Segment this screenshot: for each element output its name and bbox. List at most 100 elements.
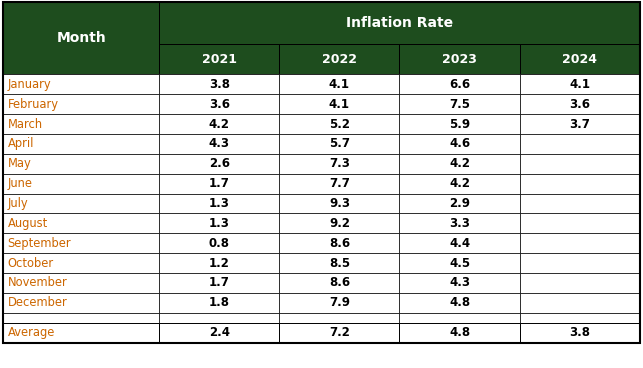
Text: April: April <box>8 137 34 151</box>
Bar <box>159 313 279 323</box>
Text: 3.8: 3.8 <box>209 78 230 91</box>
Bar <box>3 134 159 154</box>
Bar <box>3 213 159 233</box>
Text: 2.4: 2.4 <box>209 326 230 339</box>
Bar <box>159 293 279 313</box>
Text: 5.9: 5.9 <box>449 117 470 131</box>
Bar <box>279 174 399 194</box>
Bar <box>3 233 159 253</box>
Text: 4.3: 4.3 <box>209 137 230 151</box>
Text: 1.2: 1.2 <box>209 256 230 270</box>
Bar <box>520 213 640 233</box>
Bar <box>3 323 159 343</box>
Bar <box>399 154 520 174</box>
Bar <box>520 74 640 94</box>
Bar <box>159 174 279 194</box>
Bar <box>520 233 640 253</box>
Bar <box>520 253 640 273</box>
Text: 1.7: 1.7 <box>209 177 230 190</box>
Text: 7.2: 7.2 <box>329 326 350 339</box>
Bar <box>520 313 640 323</box>
Text: 4.6: 4.6 <box>449 137 470 151</box>
Text: 7.7: 7.7 <box>329 177 350 190</box>
Text: February: February <box>8 98 59 111</box>
Text: 4.2: 4.2 <box>449 177 470 190</box>
Bar <box>399 233 520 253</box>
Bar <box>3 273 159 293</box>
Text: 2.9: 2.9 <box>449 197 470 210</box>
Text: 5.2: 5.2 <box>329 117 350 131</box>
Bar <box>279 44 399 74</box>
Bar <box>3 194 159 213</box>
Bar <box>399 44 520 74</box>
Bar <box>279 74 399 94</box>
Bar <box>399 94 520 114</box>
Bar <box>279 233 399 253</box>
Bar <box>159 2 640 44</box>
Bar <box>399 253 520 273</box>
Bar <box>159 323 279 343</box>
Text: 7.5: 7.5 <box>449 98 470 111</box>
Text: 7.9: 7.9 <box>329 296 350 309</box>
Text: October: October <box>8 256 54 270</box>
Text: 3.7: 3.7 <box>569 117 590 131</box>
Bar <box>279 323 399 343</box>
Text: 5.7: 5.7 <box>329 137 350 151</box>
Bar <box>159 94 279 114</box>
Bar <box>3 74 159 94</box>
Text: 2022: 2022 <box>322 53 357 66</box>
Bar <box>3 253 159 273</box>
Bar <box>520 323 640 343</box>
Text: December: December <box>8 296 68 309</box>
Bar <box>3 174 159 194</box>
Text: Month: Month <box>57 31 106 45</box>
Bar <box>279 94 399 114</box>
Bar <box>279 154 399 174</box>
Text: 9.3: 9.3 <box>329 197 350 210</box>
Text: 3.6: 3.6 <box>209 98 230 111</box>
Bar <box>399 323 520 343</box>
Text: June: June <box>8 177 33 190</box>
Bar <box>520 134 640 154</box>
Text: 8.6: 8.6 <box>329 276 350 290</box>
Text: 1.7: 1.7 <box>209 276 230 290</box>
Bar <box>520 44 640 74</box>
Bar <box>520 114 640 134</box>
Bar <box>520 273 640 293</box>
Text: March: March <box>8 117 43 131</box>
Bar <box>399 174 520 194</box>
Text: 4.1: 4.1 <box>569 78 590 91</box>
Text: 8.5: 8.5 <box>329 256 350 270</box>
Text: 3.3: 3.3 <box>449 217 470 230</box>
Bar <box>399 293 520 313</box>
Bar <box>3 154 159 174</box>
Text: Average: Average <box>8 326 55 339</box>
Bar <box>3 94 159 114</box>
Text: 4.4: 4.4 <box>449 237 470 250</box>
Bar <box>159 134 279 154</box>
Bar <box>520 194 640 213</box>
Bar <box>279 293 399 313</box>
Text: 4.3: 4.3 <box>449 276 470 290</box>
Text: 1.3: 1.3 <box>209 197 230 210</box>
Text: 6.6: 6.6 <box>449 78 470 91</box>
Bar <box>159 114 279 134</box>
Bar <box>279 194 399 213</box>
Bar <box>520 293 640 313</box>
Bar <box>279 313 399 323</box>
Text: 2023: 2023 <box>442 53 477 66</box>
Bar <box>279 114 399 134</box>
Text: 4.2: 4.2 <box>209 117 230 131</box>
Text: 2.6: 2.6 <box>209 157 230 170</box>
Bar <box>399 134 520 154</box>
Bar <box>159 233 279 253</box>
Text: May: May <box>8 157 32 170</box>
Bar <box>399 194 520 213</box>
Bar <box>159 213 279 233</box>
Text: 3.8: 3.8 <box>569 326 590 339</box>
Text: 2021: 2021 <box>202 53 237 66</box>
Bar <box>279 134 399 154</box>
Bar <box>399 114 520 134</box>
Text: 1.3: 1.3 <box>209 217 230 230</box>
Text: 8.6: 8.6 <box>329 237 350 250</box>
